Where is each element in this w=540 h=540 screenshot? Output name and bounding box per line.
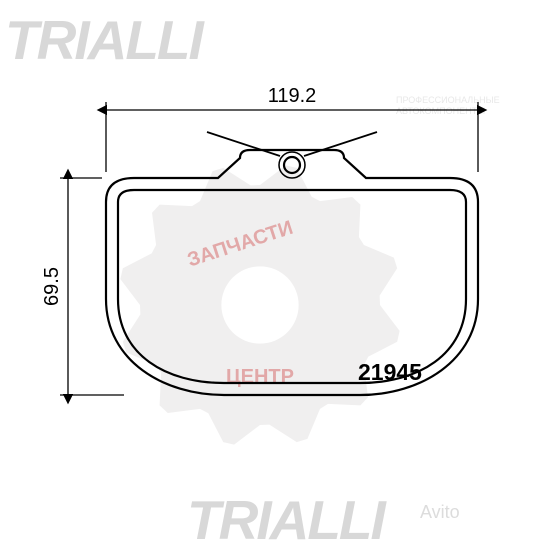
technical-drawing: 119.2 69.5 21945 — [0, 0, 540, 540]
dim-height-value: 69.5 — [41, 267, 63, 306]
dim-width-value: 119.2 — [268, 85, 317, 107]
part-number: 21945 — [358, 359, 422, 385]
